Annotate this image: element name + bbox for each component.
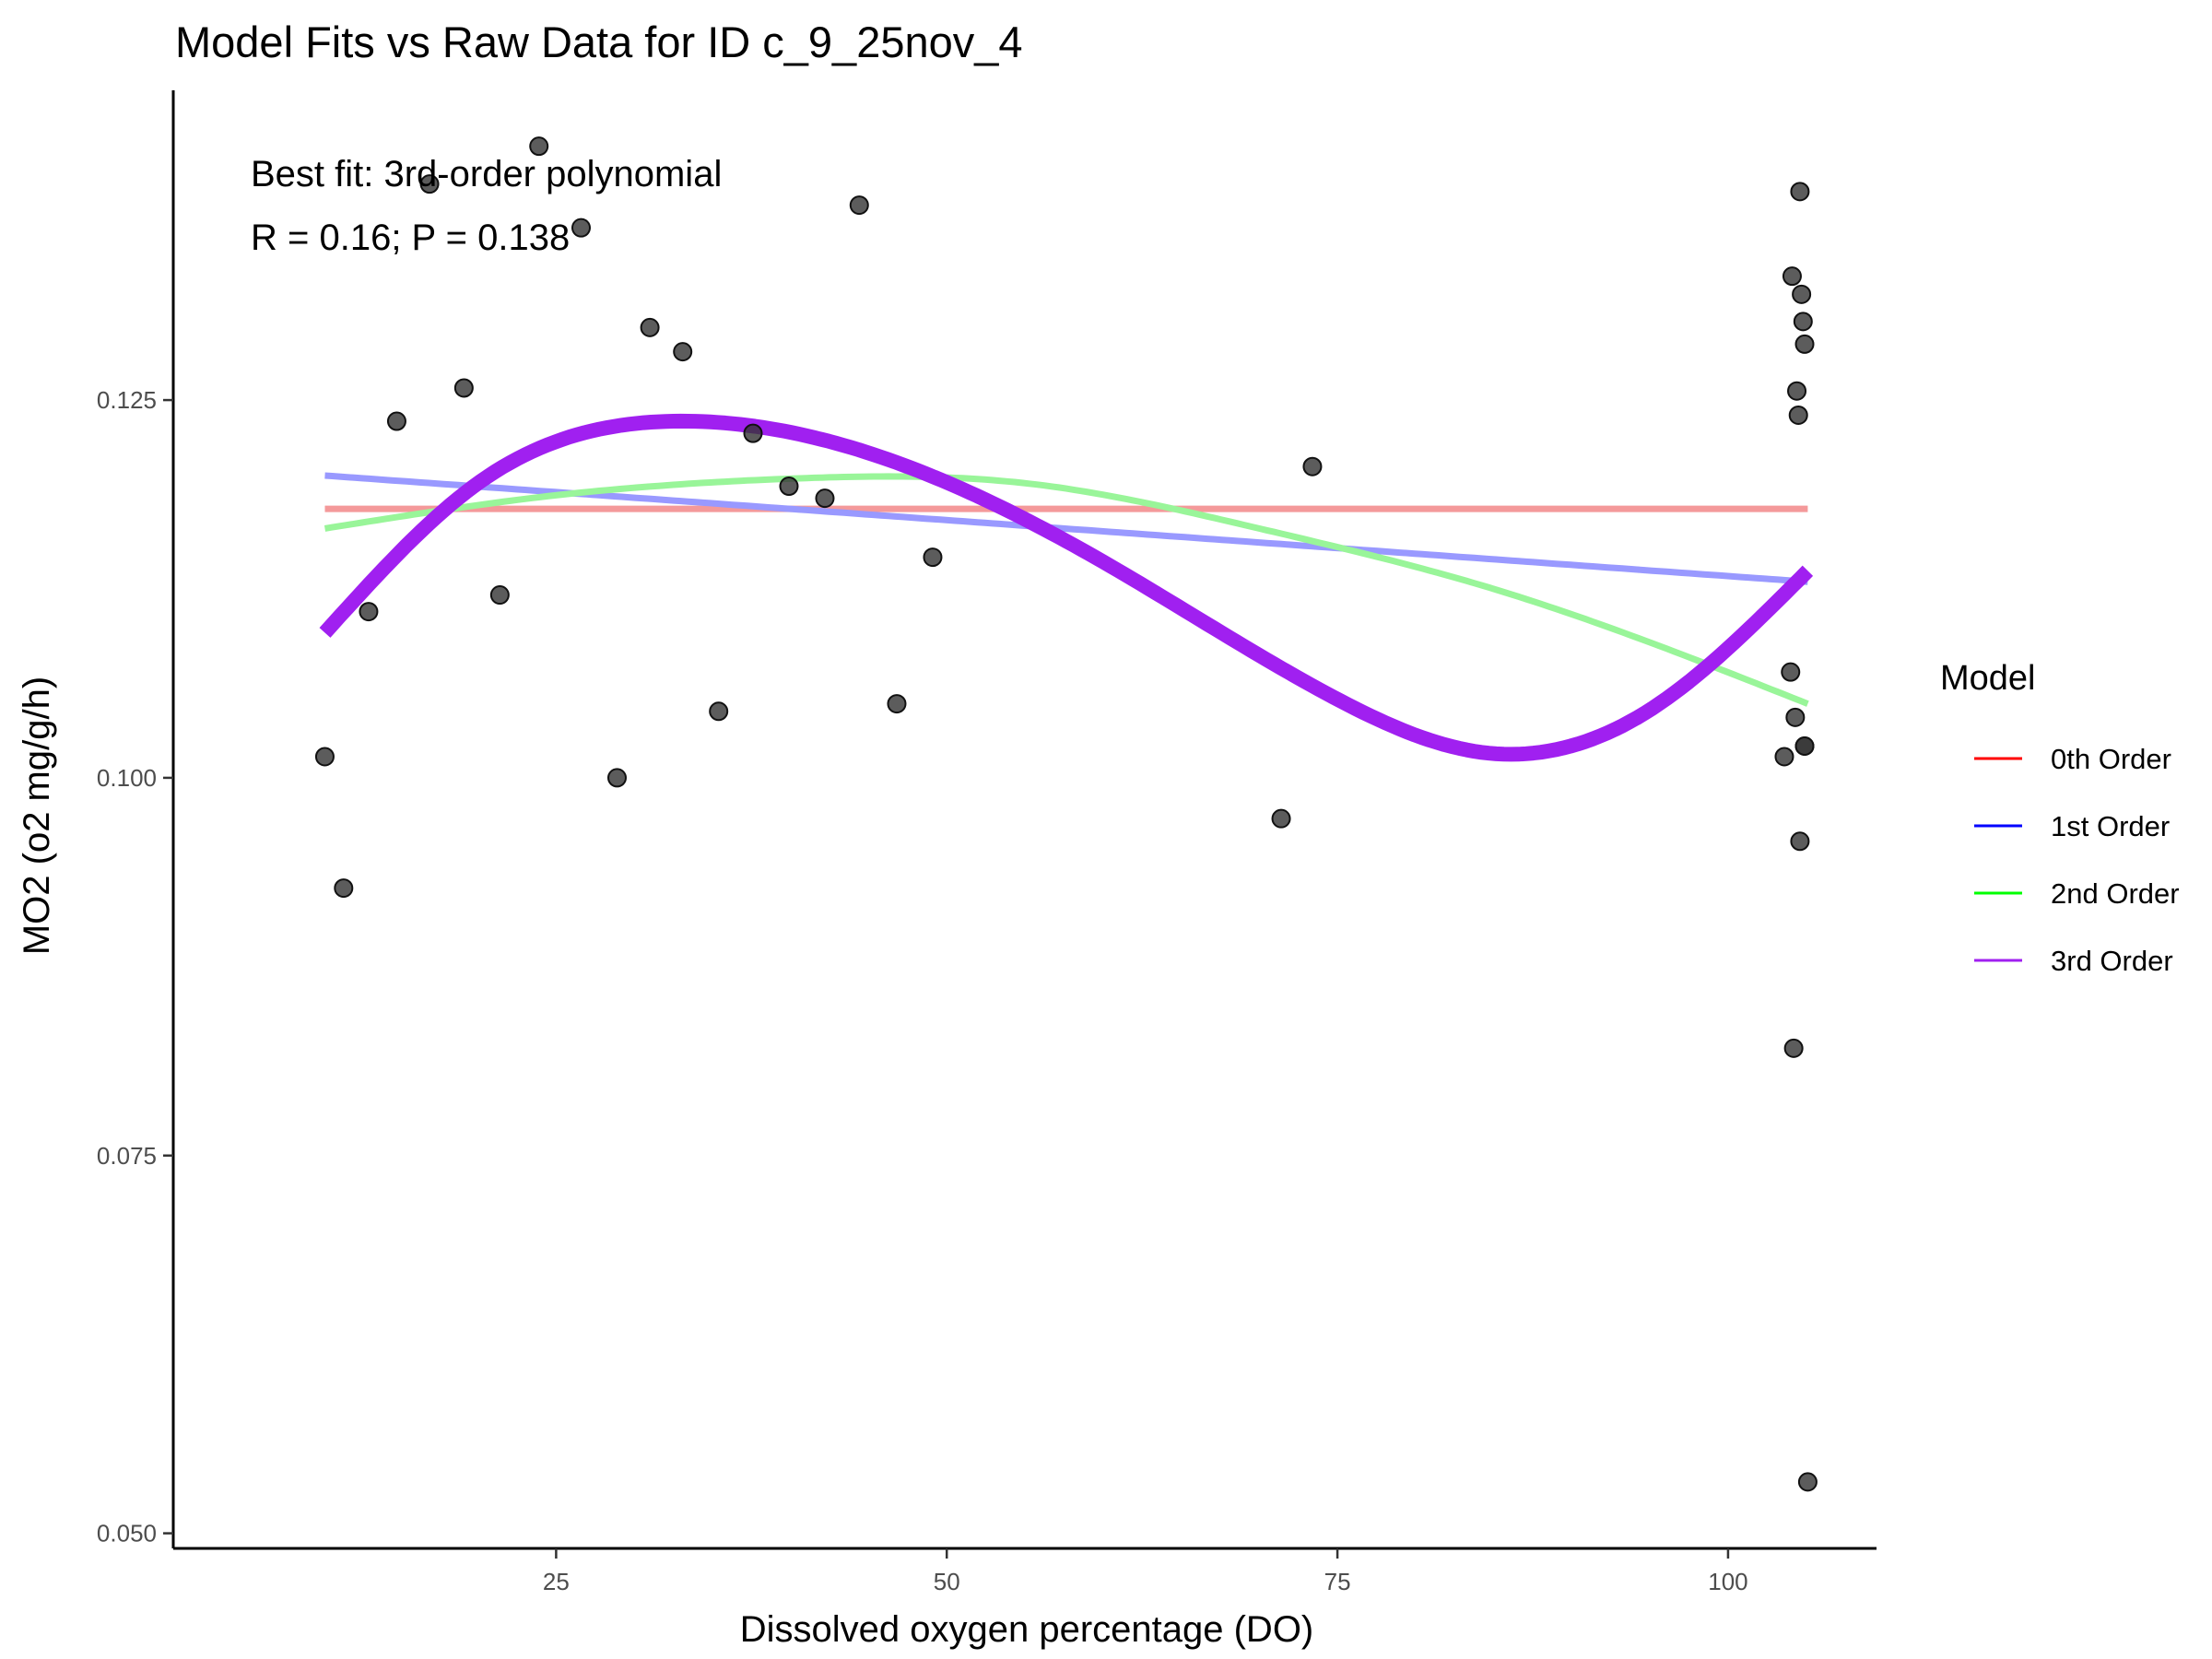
legend-label: 0th Order	[2051, 743, 2171, 775]
fit-line-2nd-order	[324, 473, 1809, 707]
data-point	[606, 768, 627, 788]
data-point	[779, 477, 799, 497]
data-point	[743, 423, 763, 443]
legend-title: Model	[1940, 659, 2036, 698]
y-tick-label: 0.050	[97, 1520, 157, 1547]
data-point	[1790, 831, 1810, 852]
y-axis-title: MO2 (o2 mg/g/h)	[17, 677, 57, 955]
data-point	[887, 694, 907, 714]
x-tick-label: 25	[543, 1568, 570, 1595]
y-tick-label: 0.125	[97, 386, 157, 414]
legend-items: 0th Order 1st Order 2nd Order 3rd Order	[1974, 743, 2180, 977]
data-point	[386, 411, 406, 431]
y-tick-label: 0.075	[97, 1142, 157, 1170]
data-point	[453, 378, 474, 398]
legend: Model 0th Order 1st Order 2nd Order 3rd Ord…	[1940, 659, 2180, 977]
annotation-stats: R = 0.16; P = 0.138	[251, 218, 570, 258]
data-point	[1793, 312, 1813, 332]
data-points	[314, 136, 1818, 1492]
data-point	[709, 701, 729, 722]
annotation-best-fit: Best fit: 3rd-order polynomial	[251, 154, 722, 194]
data-point	[359, 602, 379, 622]
data-point	[1785, 707, 1806, 727]
data-point	[314, 747, 335, 767]
fit-line-3rd-order	[319, 413, 1814, 762]
data-point	[1302, 456, 1323, 477]
data-point	[640, 317, 660, 337]
data-point	[673, 342, 693, 362]
data-point	[1792, 284, 1812, 304]
data-point	[849, 195, 869, 216]
data-point	[489, 585, 510, 606]
data-point	[334, 878, 354, 899]
data-point	[815, 488, 835, 509]
data-point	[1787, 381, 1807, 401]
data-point	[1782, 266, 1802, 287]
x-tick-label: 75	[1324, 1568, 1351, 1595]
data-point	[1790, 182, 1810, 202]
data-point	[529, 136, 549, 157]
data-point	[1781, 662, 1801, 682]
data-point	[1783, 1038, 1804, 1058]
data-point	[1774, 747, 1794, 767]
axes: 25 50 75 100 0.050 0.075 0.100 0.125	[97, 90, 1877, 1595]
x-tick-label: 50	[934, 1568, 960, 1595]
legend-label: 1st Order	[2051, 810, 2170, 842]
legend-label: 2nd Order	[2051, 877, 2180, 910]
legend-label: 3rd Order	[2051, 945, 2173, 977]
data-point	[1794, 334, 1815, 354]
y-tick-label: 0.100	[97, 764, 157, 792]
data-point	[419, 174, 440, 194]
x-tick-label: 100	[1708, 1568, 1747, 1595]
chart-title: Model Fits vs Raw Data for ID c_9_25nov_…	[175, 18, 1023, 66]
data-point	[1794, 735, 1815, 756]
data-point	[1797, 1472, 1818, 1492]
data-point	[1788, 405, 1808, 425]
data-point	[1271, 808, 1291, 829]
x-axis-title: Dissolved oxygen percentage (DO)	[740, 1609, 1314, 1650]
data-point	[571, 218, 592, 238]
data-point	[923, 547, 943, 568]
fit-lines	[319, 413, 1814, 762]
